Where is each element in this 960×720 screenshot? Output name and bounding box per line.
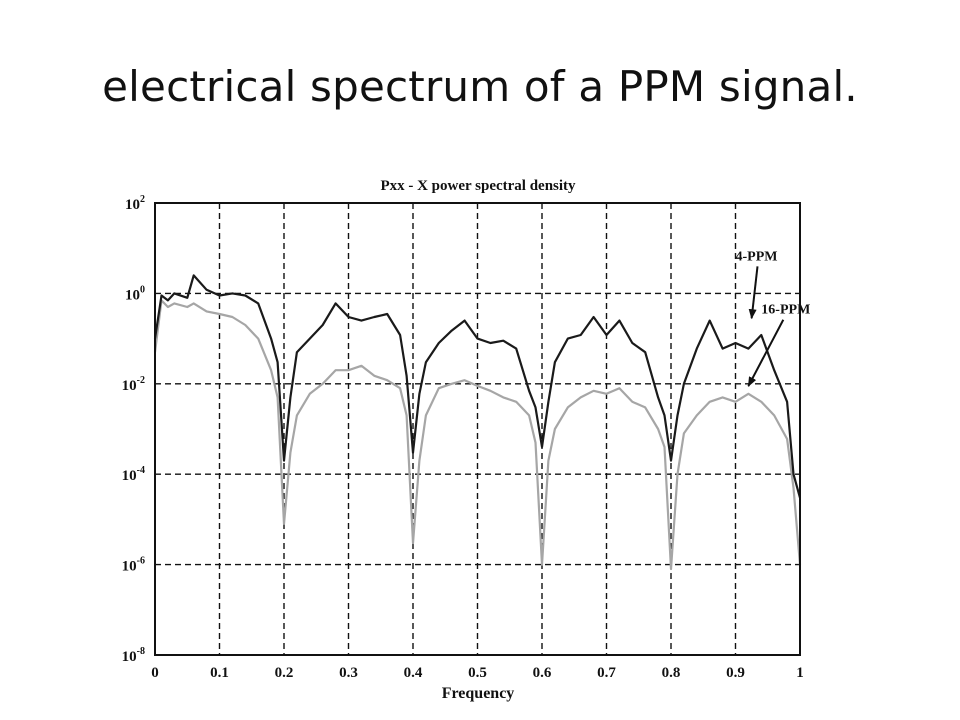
annotation-arrow [748, 266, 759, 320]
x-axis-title: Frequency [442, 685, 515, 702]
plot-frame [154, 202, 801, 656]
y-tick-label: 100 [125, 284, 145, 303]
x-tick-label: 0.1 [210, 665, 229, 681]
grid-lines [155, 203, 800, 655]
x-tick-label: 0.6 [533, 665, 552, 681]
chart-title: Pxx - X power spectral density [380, 178, 576, 194]
annotations: 4-PPM 16-PPM [736, 249, 810, 387]
annotation-arrow [747, 319, 785, 387]
series-line-4-ppm [153, 274, 802, 499]
annotation-label: 16-PPM [761, 303, 810, 318]
y-tick-label: 10-6 [122, 556, 145, 575]
x-tick-label: 0.5 [468, 665, 487, 681]
y-tick-label: 10-4 [122, 465, 145, 484]
x-tick-label: 0.8 [662, 665, 681, 681]
x-tick-label: 0.9 [726, 665, 745, 681]
x-tick-label: 0.4 [404, 665, 423, 681]
series-line-16-ppm [153, 299, 802, 571]
x-tick-label: 0.2 [275, 665, 294, 681]
x-tick-labels: 0 0.1 0.2 0.3 0.4 0.5 0.6 0.7 0.8 0.9 1 [151, 665, 804, 681]
x-tick-label: 0.7 [597, 665, 616, 681]
x-tick-label: 0.3 [339, 665, 358, 681]
y-tick-label: 10-8 [122, 646, 145, 665]
y-tick-labels: 102 100 10-2 10-4 10-6 10-8 [122, 194, 145, 665]
y-tick-label: 102 [125, 194, 145, 213]
psd-chart: Pxx - X power spectral density 0 0.1 0.2 0.… [122, 178, 811, 702]
y-tick-label: 10-2 [122, 375, 145, 394]
slide-title: electrical spectrum of a PPM signal. [102, 62, 858, 111]
annotation-label: 4-PPM [736, 249, 778, 264]
x-tick-label: 0 [151, 665, 159, 681]
series-group [153, 274, 802, 571]
x-tick-label: 1 [796, 665, 804, 681]
